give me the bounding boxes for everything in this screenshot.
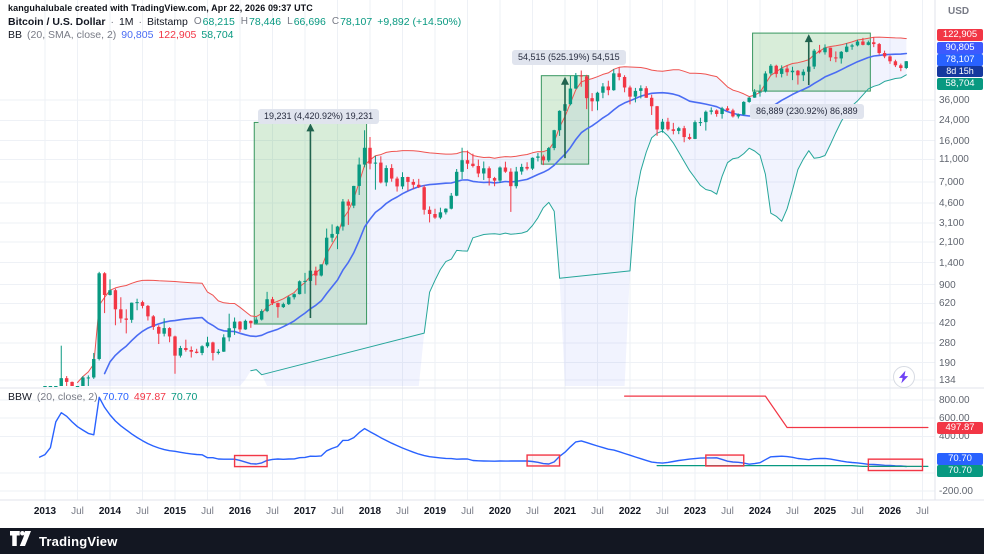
attribution-text: kanguhalubale created with TradingView.c…: [8, 3, 313, 13]
time-axis-label: 2023: [683, 506, 707, 517]
time-axis-label: 2019: [423, 506, 447, 517]
tradingview-wordmark[interactable]: TradingView: [39, 533, 118, 549]
ohlc-high: H 78,446: [240, 16, 282, 28]
time-axis-label: Jul: [916, 506, 929, 517]
time-axis-label: 2015: [163, 506, 187, 517]
price-range-label-2025[interactable]: 86,889 (230.92%) 86,889: [750, 104, 864, 119]
time-axis-label: Jul: [656, 506, 669, 517]
time-axis-label: 2014: [98, 506, 122, 517]
time-axis-label: 2021: [553, 506, 577, 517]
price-range-label-2021[interactable]: 54,515 (525.19%) 54,515: [512, 50, 626, 65]
time-axis-label: Jul: [136, 506, 149, 517]
bbw-low-value: 70.70: [171, 391, 198, 403]
time-axis-label: Jul: [266, 506, 279, 517]
time-axis-label: 2017: [293, 506, 317, 517]
bbw-high-value: 497.87: [133, 391, 167, 403]
last-price-badge: 78,107: [937, 54, 983, 66]
separator-dot: ·: [110, 16, 114, 28]
currency-label[interactable]: USD: [948, 6, 970, 17]
bbw-value: 70.70: [102, 391, 129, 403]
ohlc-open: O 68,215: [193, 16, 235, 28]
bbw-high-badge: 497.87: [937, 422, 983, 434]
price-range-label-2017[interactable]: 19,231 (4,420.92%) 19,231: [258, 109, 380, 124]
time-axis-label: Jul: [461, 506, 474, 517]
time-axis-label: Jul: [851, 506, 864, 517]
bb-indicator-params: (20, SMA, close, 2): [27, 29, 117, 41]
bb-basis-value: 90,805: [121, 29, 154, 41]
bar-countdown-badge: 8d 15h: [937, 66, 983, 77]
time-axis-label: Jul: [721, 506, 734, 517]
footer-bar: TradingView: [0, 528, 984, 554]
bbw-low-badge: 70.70: [937, 465, 983, 477]
bb-indicator-name: BB: [8, 29, 23, 41]
separator-dot: ·: [138, 16, 143, 28]
time-axis-label: Jul: [331, 506, 344, 517]
bbw-indicator-params: (20, close, 2): [36, 391, 98, 403]
ohlc-close: C 78,107: [331, 16, 373, 28]
ohlc-change: +9,892 (+14.50%): [377, 16, 462, 28]
time-axis-label: Jul: [71, 506, 84, 517]
ohlc-low: L 66,696: [287, 16, 326, 28]
symbol-title: Bitcoin / U.S. Dollar: [8, 16, 106, 28]
time-axis-label: Jul: [786, 506, 799, 517]
bb-indicator-legend[interactable]: BB (20, SMA, close, 2) 90,805 122,905 58…: [8, 29, 234, 41]
time-axis-label: Jul: [526, 506, 539, 517]
time-axis-label: 2024: [748, 506, 772, 517]
time-axis-scale[interactable]: 2013 Jul 2014 Jul 2015 Jul 2016 Jul 2017 Jul 2018 J…: [0, 506, 935, 524]
bb-upper-value: 122,905: [158, 29, 197, 41]
time-axis-label: 2016: [228, 506, 252, 517]
bb-upper-price-badge: 122,905: [937, 29, 983, 41]
chart-canvas[interactable]: [0, 0, 984, 528]
symbol-interval: 1M: [118, 16, 134, 28]
lightning-icon: [898, 370, 908, 384]
time-axis-label: 2022: [618, 506, 642, 517]
time-axis-label: 2025: [813, 506, 837, 517]
time-axis-label: 2026: [878, 506, 902, 517]
time-axis-label: Jul: [201, 506, 214, 517]
bb-basis-price-badge: 90,805: [937, 42, 983, 54]
bbw-indicator-name: BBW: [8, 391, 32, 403]
time-axis-label: Jul: [396, 506, 409, 517]
time-axis-label: 2020: [488, 506, 512, 517]
time-axis-label: Jul: [591, 506, 604, 517]
time-axis-label: 2013: [33, 506, 57, 517]
tradingview-logo-icon[interactable]: [10, 531, 31, 551]
bbw-value-badge: 70.70: [937, 453, 983, 465]
bbw-indicator-legend[interactable]: BBW (20, close, 2) 70.70 497.87 70.70: [8, 391, 197, 403]
bb-lower-price-badge: 58,704: [937, 78, 983, 90]
time-axis-label: 2018: [358, 506, 382, 517]
boost-button[interactable]: [893, 366, 915, 388]
bb-lower-value: 58,704: [201, 29, 234, 41]
symbol-exchange: Bitstamp: [147, 16, 188, 28]
